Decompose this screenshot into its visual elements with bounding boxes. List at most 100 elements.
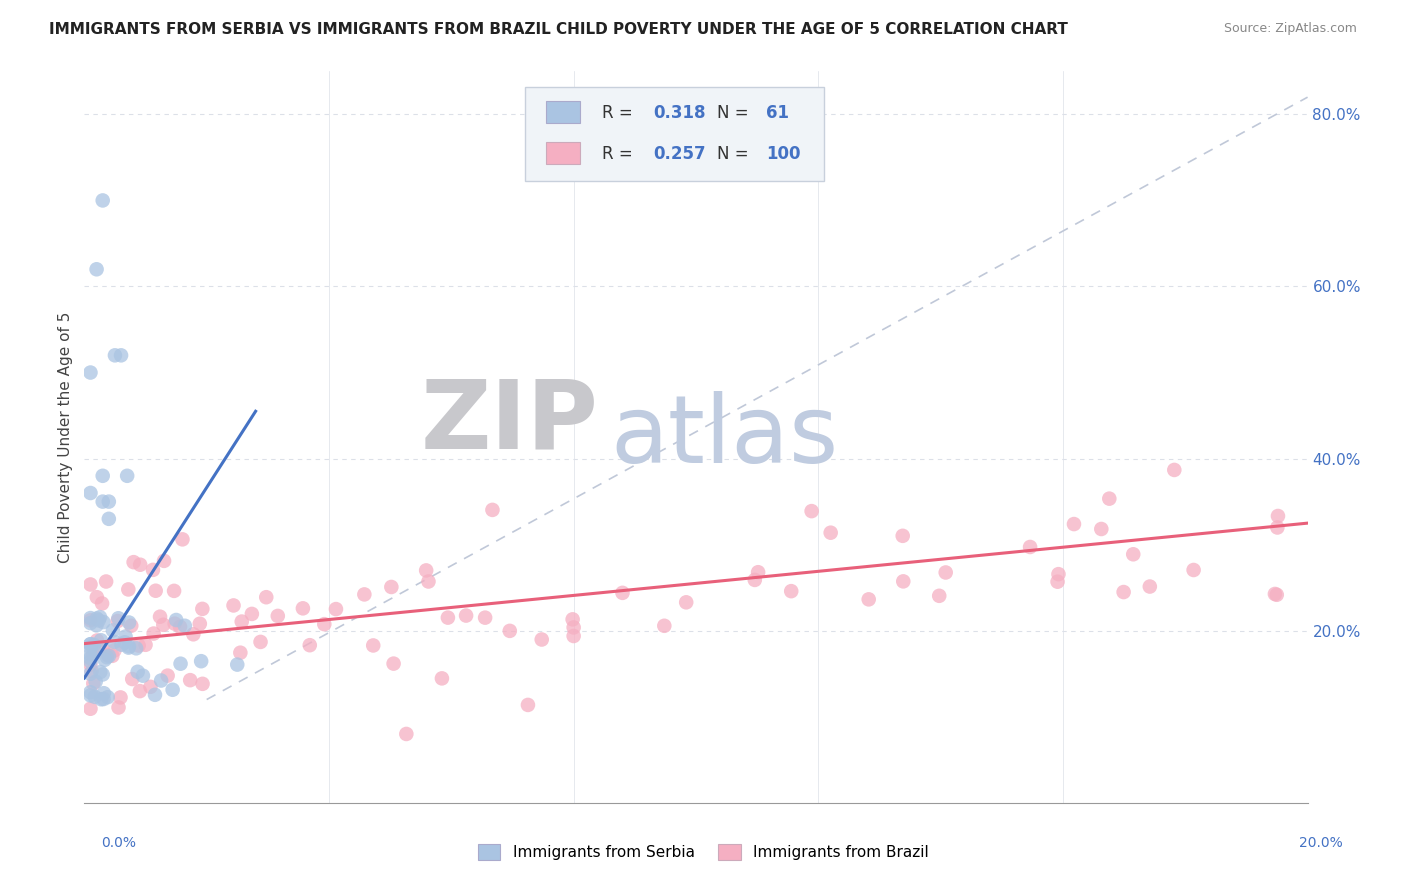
Text: Source: ZipAtlas.com: Source: ZipAtlas.com	[1223, 22, 1357, 36]
Point	[780, 584, 803, 599]
Point	[143, 688, 166, 702]
Point	[118, 639, 141, 653]
Point	[418, 574, 440, 589]
Point	[84, 674, 107, 689]
Point	[163, 616, 186, 631]
Point	[93, 653, 115, 667]
Text: 0.318: 0.318	[654, 104, 706, 122]
Point	[82, 648, 104, 662]
Point	[79, 666, 101, 681]
Point	[79, 486, 101, 500]
Point	[79, 702, 101, 716]
Point	[173, 619, 195, 633]
Point	[91, 468, 114, 483]
Point	[1122, 547, 1144, 561]
Point	[110, 690, 132, 705]
Point	[935, 566, 957, 580]
Point	[1098, 491, 1121, 506]
Point	[165, 613, 187, 627]
Point	[82, 676, 104, 690]
Point	[395, 727, 418, 741]
Legend: Immigrants from Serbia, Immigrants from Brazil: Immigrants from Serbia, Immigrants from …	[471, 838, 935, 866]
Point	[91, 194, 114, 208]
Point	[1112, 585, 1135, 599]
Point	[110, 638, 132, 652]
Point	[86, 262, 108, 277]
Text: 0.257: 0.257	[654, 145, 706, 163]
Point	[91, 642, 114, 657]
Point	[298, 638, 321, 652]
Point	[104, 348, 127, 362]
FancyBboxPatch shape	[546, 101, 579, 123]
Point	[382, 657, 405, 671]
Point	[1267, 520, 1289, 534]
Point	[110, 348, 132, 362]
Point	[79, 657, 101, 672]
Point	[169, 657, 191, 671]
Point	[820, 525, 842, 540]
Point	[1090, 522, 1112, 536]
Point	[530, 632, 553, 647]
Point	[90, 633, 112, 648]
Point	[114, 630, 136, 644]
Point	[79, 654, 101, 668]
Point	[928, 589, 950, 603]
Point	[79, 637, 101, 651]
Point	[891, 574, 914, 589]
Text: 0.0%: 0.0%	[101, 836, 136, 850]
Point	[97, 648, 120, 662]
Point	[79, 611, 101, 625]
Text: 61: 61	[766, 104, 789, 122]
Text: IMMIGRANTS FROM SERBIA VS IMMIGRANTS FROM BRAZIL CHILD POVERTY UNDER THE AGE OF : IMMIGRANTS FROM SERBIA VS IMMIGRANTS FRO…	[49, 22, 1069, 37]
Point	[114, 635, 136, 649]
Point	[454, 608, 477, 623]
Point	[163, 583, 186, 598]
Point	[139, 680, 162, 694]
Point	[380, 580, 402, 594]
Point	[169, 620, 191, 634]
Point	[561, 612, 583, 626]
Point	[86, 611, 108, 625]
Point	[183, 627, 205, 641]
Point	[125, 641, 148, 656]
Point	[142, 563, 165, 577]
Point	[97, 648, 120, 663]
Text: 100: 100	[766, 145, 800, 163]
Point	[80, 665, 103, 679]
Point	[117, 582, 139, 597]
Point	[128, 639, 150, 653]
Point	[101, 624, 124, 638]
Point	[117, 640, 139, 655]
Point	[156, 668, 179, 682]
Point	[96, 650, 118, 665]
Point	[91, 494, 114, 508]
Point	[79, 613, 101, 627]
Text: N =: N =	[717, 145, 748, 163]
Point	[145, 583, 167, 598]
Point	[107, 611, 129, 625]
Point	[153, 554, 176, 568]
Point	[516, 698, 538, 712]
Point	[132, 669, 155, 683]
Text: R =: R =	[602, 104, 638, 122]
Text: R =: R =	[602, 145, 638, 163]
Y-axis label: Child Poverty Under the Age of 5: Child Poverty Under the Age of 5	[58, 311, 73, 563]
Point	[1046, 574, 1069, 589]
Point	[97, 690, 120, 705]
Point	[122, 555, 145, 569]
Point	[79, 651, 101, 665]
Point	[86, 618, 108, 632]
Point	[150, 673, 173, 688]
Point	[90, 692, 112, 706]
Point	[103, 643, 125, 657]
Point	[93, 686, 115, 700]
Point	[129, 558, 152, 572]
Point	[93, 615, 115, 629]
Point	[120, 618, 142, 632]
Point	[79, 637, 101, 651]
Point	[83, 643, 105, 657]
FancyBboxPatch shape	[524, 87, 824, 181]
Point	[118, 615, 141, 630]
Point	[94, 574, 117, 589]
Point	[652, 619, 675, 633]
